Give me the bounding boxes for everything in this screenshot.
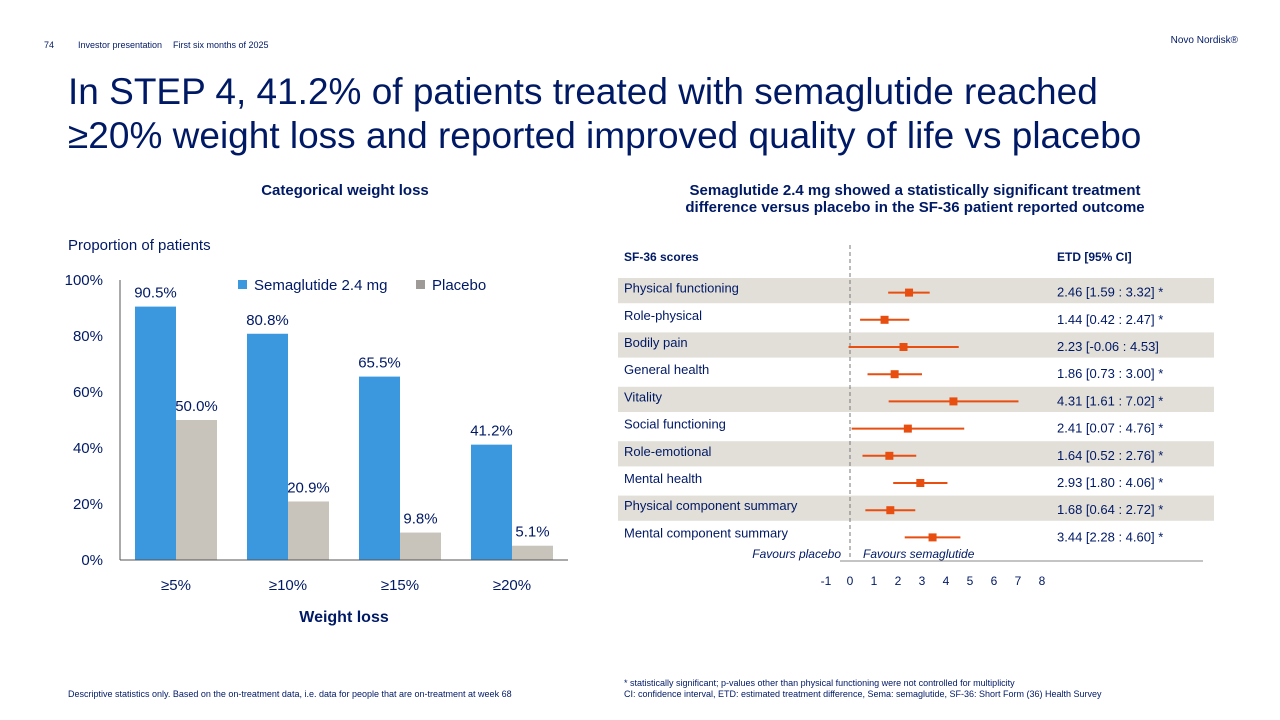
forest-x-tick-label: 0: [847, 574, 854, 588]
forest-row-etd: 1.68 [0.64 : 2.72] *: [1057, 502, 1163, 517]
estimate-marker: [916, 479, 925, 487]
page-title-line-1: In STEP 4, 41.2% of patients treated wit…: [68, 71, 1098, 112]
bar-semaglutide: [135, 306, 176, 560]
forest-chart-title: Semaglutide 2.4 mg showed a statisticall…: [610, 182, 1220, 216]
bar-chart-ylabel: Proportion of patients: [68, 237, 211, 254]
y-tick-label: 20%: [73, 496, 103, 513]
footnote-abbreviations: CI: confidence interval, ETD: estimated …: [624, 689, 1102, 699]
bar-semaglutide: [247, 333, 288, 560]
page-number: 74: [44, 40, 55, 50]
legend-swatch-placebo: [416, 280, 425, 289]
bar-chart-title: Categorical weight loss: [261, 182, 429, 199]
x-tick-label: ≥15%: [381, 577, 419, 594]
forest-row-etd: 1.64 [0.52 : 2.76] *: [1057, 448, 1163, 463]
bar-value-label: 20.9%: [287, 479, 330, 496]
page-title: In STEP 4, 41.2% of patients treated wit…: [68, 70, 1238, 158]
forest-row-label: Role-physical: [624, 308, 702, 323]
bar-value-label: 5.1%: [515, 524, 549, 541]
row-band: [618, 495, 1214, 521]
bar-semaglutide: [471, 444, 512, 560]
forest-right-header: ETD [95% CI]: [1057, 250, 1132, 264]
footnote-significance: * statistically significant; p-values ot…: [624, 678, 1015, 688]
estimate-marker: [890, 370, 899, 379]
y-tick-label: 80%: [73, 328, 103, 345]
forest-x-tick-label: 4: [943, 574, 950, 588]
estimate-marker: [885, 451, 894, 460]
forest-x-tick-label: -1: [821, 574, 832, 588]
forest-row-etd: 2.46 [1.59 : 3.32] *: [1057, 285, 1163, 300]
estimate-marker: [928, 533, 937, 542]
bar-value-label: 80.8%: [246, 312, 289, 329]
forest-row-etd: 2.41 [0.07 : 4.76] *: [1057, 421, 1163, 436]
row-band: [618, 332, 1214, 358]
y-tick-label: 0%: [81, 552, 103, 569]
estimate-marker: [905, 288, 914, 297]
forest-x-tick-label: 5: [967, 574, 974, 588]
row-band: [618, 278, 1214, 304]
estimate-marker: [949, 397, 958, 406]
forest-row-label: Mental component summary: [624, 525, 789, 540]
footnote-left: Descriptive statistics only. Based on th…: [68, 689, 512, 699]
bar-value-label: 65.5%: [358, 355, 401, 372]
bar-placebo: [176, 420, 217, 560]
x-tick-label: ≥5%: [161, 577, 191, 594]
forest-row-label: Vitality: [624, 389, 663, 404]
forest-row-label: Role-emotional: [624, 444, 712, 459]
legend-label-semaglutide: Semaglutide 2.4 mg: [254, 277, 387, 294]
estimate-marker: [886, 506, 895, 515]
forest-x-tick-label: 6: [991, 574, 998, 588]
y-tick-label: 100%: [65, 272, 103, 289]
bar-value-label: 90.5%: [134, 285, 177, 302]
forest-row-label: Social functioning: [624, 417, 726, 432]
forest-row-etd: 2.23 [-0.06 : 4.53]: [1057, 339, 1159, 354]
forest-x-tick-label: 7: [1015, 574, 1022, 588]
reporting-period: First six months of 2025: [173, 40, 269, 50]
bar-placebo: [512, 545, 553, 560]
favours-placebo-label: Favours placebo: [752, 547, 841, 561]
x-tick-label: ≥20%: [493, 577, 531, 594]
bar-value-label: 9.8%: [403, 511, 437, 528]
estimate-marker: [903, 424, 912, 433]
bar-chart: 90.5% 50.0% 80.8% 20.9% 65.5% 9.8% 41.2% 5.1% 0…: [65, 272, 568, 626]
bar-value-label: 50.0%: [175, 398, 218, 415]
forest-title-line-1: Semaglutide 2.4 mg showed a statisticall…: [689, 182, 1141, 199]
forest-x-tick-label: 2: [895, 574, 902, 588]
forest-row-etd: 1.44 [0.42 : 2.47] *: [1057, 312, 1163, 327]
forest-title-line-2: difference versus placebo in the SF-36 p…: [685, 199, 1145, 216]
forest-x-tick-label: 1: [871, 574, 878, 588]
bar-placebo: [288, 501, 329, 560]
forest-row-label: Mental health: [624, 471, 702, 486]
forest-row-etd: 2.93 [1.80 : 4.06] *: [1057, 475, 1163, 490]
forest-row-label: Physical component summary: [624, 498, 798, 513]
forest-row-etd: 1.86 [0.73 : 3.00] *: [1057, 366, 1163, 381]
y-tick-label: 40%: [73, 440, 103, 457]
y-tick-label: 60%: [73, 384, 103, 401]
x-tick-label: ≥10%: [269, 577, 307, 594]
forest-left-header: SF-36 scores: [624, 250, 699, 264]
bar-semaglutide: [359, 376, 400, 560]
forest-chart: Physical functioning 2.46 [1.59 : 3.32] *…: [618, 245, 1214, 588]
row-band: [618, 441, 1214, 467]
row-band: [618, 386, 1214, 412]
brand-name: Novo Nordisk®: [1170, 35, 1238, 46]
forest-row-etd: 4.31 [1.61 : 7.02] *: [1057, 393, 1163, 408]
legend-swatch-semaglutide: [238, 280, 247, 289]
forest-row-label: Bodily pain: [624, 335, 688, 350]
page-title-line-2: ≥20% weight loss and reported improved q…: [68, 115, 1142, 156]
x-axis-title: Weight loss: [299, 609, 389, 626]
bar-placebo: [400, 532, 441, 560]
estimate-marker: [880, 315, 889, 324]
forest-x-tick-label: 3: [919, 574, 926, 588]
forest-x-tick-label: 8: [1039, 574, 1046, 588]
presentation-name: Investor presentation: [78, 40, 163, 50]
estimate-marker: [899, 343, 908, 351]
forest-row-etd: 3.44 [2.28 : 4.60] *: [1057, 529, 1163, 544]
forest-row-label: Physical functioning: [624, 281, 739, 296]
bar-value-label: 41.2%: [470, 423, 513, 440]
favours-semaglutide-label: Favours semaglutide: [863, 547, 975, 561]
legend-label-placebo: Placebo: [432, 277, 486, 294]
forest-row-label: General health: [624, 362, 709, 377]
